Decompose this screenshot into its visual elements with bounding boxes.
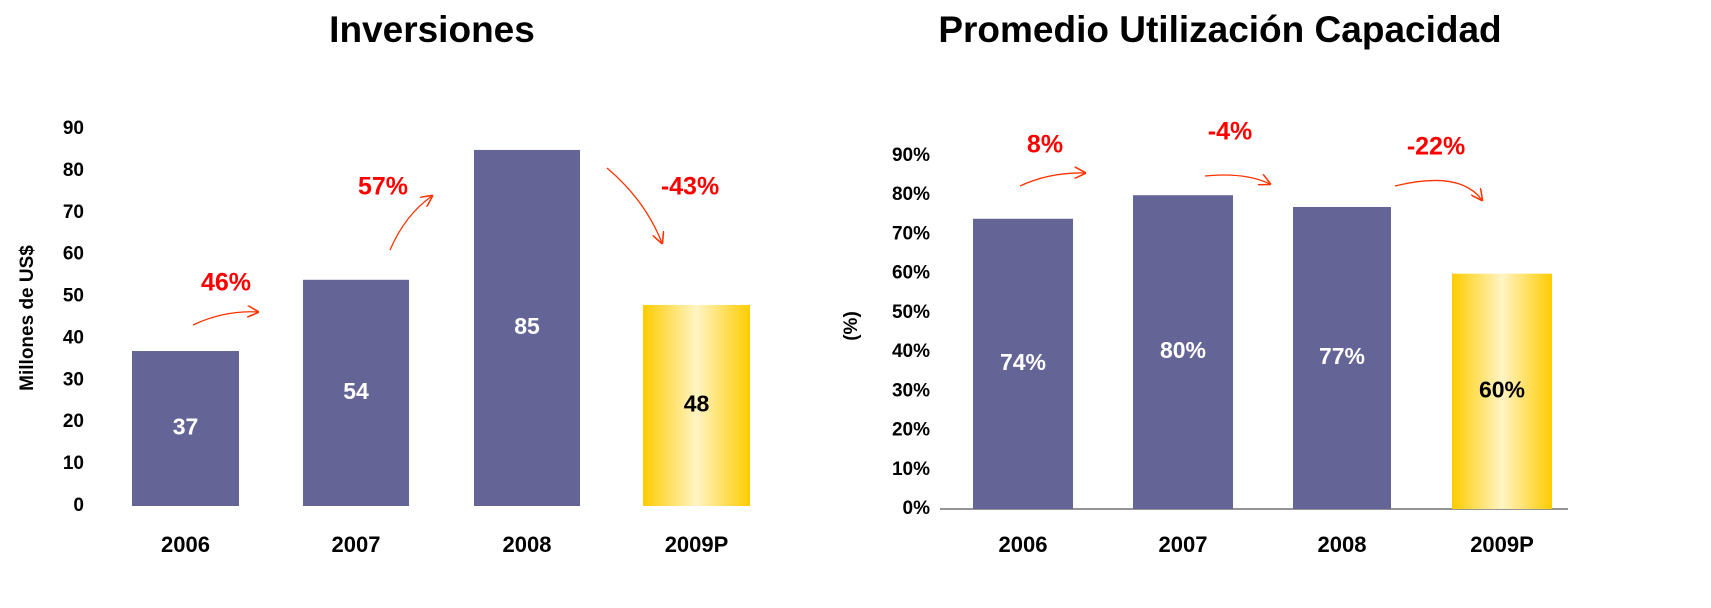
value-label: 74% xyxy=(1000,349,1046,375)
bar xyxy=(1133,195,1233,509)
arrow xyxy=(389,196,432,251)
y-tick-label: 50 xyxy=(63,286,84,307)
y-tick-label: 90 xyxy=(63,118,84,139)
value-label: 48 xyxy=(684,391,710,417)
value-label: 37 xyxy=(173,414,199,440)
y-tick-label: 80% xyxy=(892,184,930,205)
annotation: 46% xyxy=(201,269,251,297)
y-tick-label: 70% xyxy=(892,223,930,244)
x-tick-label: 2008 xyxy=(1318,532,1367,557)
y-tick-label: 60% xyxy=(892,263,930,284)
y-tick-label: 20% xyxy=(892,420,930,441)
x-tick-label: 2008 xyxy=(503,532,552,557)
x-tick-label: 2009P xyxy=(665,532,729,557)
arrow xyxy=(1394,179,1482,200)
y-tick-label: 70 xyxy=(63,202,84,223)
bar xyxy=(132,351,239,506)
value-label: 85 xyxy=(514,313,540,339)
arrow xyxy=(192,312,258,326)
annotation: -43% xyxy=(661,173,719,201)
y-tick-label: 0 xyxy=(73,495,84,516)
bar xyxy=(1293,206,1391,509)
y-tick-label: 90% xyxy=(892,145,930,166)
y-tick-label: 30% xyxy=(892,380,930,401)
x-tick-label: 2006 xyxy=(999,532,1048,557)
x-tick-label: 2007 xyxy=(332,532,381,557)
annotation: -4% xyxy=(1208,118,1252,146)
y-tick-label: 40% xyxy=(892,341,930,362)
y-tick-label: 80 xyxy=(63,160,84,181)
x-tick-label: 2006 xyxy=(161,532,210,557)
value-label: 80% xyxy=(1160,337,1206,363)
chart-title: Inversiones xyxy=(329,9,535,50)
bar xyxy=(474,149,580,506)
y-tick-label: 10% xyxy=(892,459,930,480)
x-tick-label: 2009P xyxy=(1470,532,1534,557)
annotation: -22% xyxy=(1407,133,1465,161)
arrow xyxy=(1204,175,1270,184)
arrow xyxy=(606,167,662,243)
value-label: 54 xyxy=(343,378,369,404)
x-tick-label: 2007 xyxy=(1159,532,1208,557)
y-tick-label: 40 xyxy=(63,327,84,348)
y-tick-label: 50% xyxy=(892,302,930,323)
y-tick-label: 30 xyxy=(63,369,84,390)
y-tick-label: 60 xyxy=(63,244,84,265)
bar xyxy=(1452,273,1552,509)
y-tick-label: 10 xyxy=(63,453,84,474)
y-tick-label: 20 xyxy=(63,411,84,432)
arrow xyxy=(1019,173,1085,187)
y-axis-label: Millones de US$ xyxy=(17,245,38,391)
y-tick-label: 0% xyxy=(903,498,931,519)
annotation: 57% xyxy=(358,173,408,201)
annotation: 8% xyxy=(1027,131,1063,159)
bar xyxy=(643,304,750,506)
chart-title: Promedio Utilización Capacidad xyxy=(938,9,1501,50)
bar xyxy=(973,218,1073,509)
y-axis-label: (%) xyxy=(841,311,862,341)
bar xyxy=(303,279,409,506)
value-label: 60% xyxy=(1479,376,1525,402)
value-label: 77% xyxy=(1319,343,1365,369)
